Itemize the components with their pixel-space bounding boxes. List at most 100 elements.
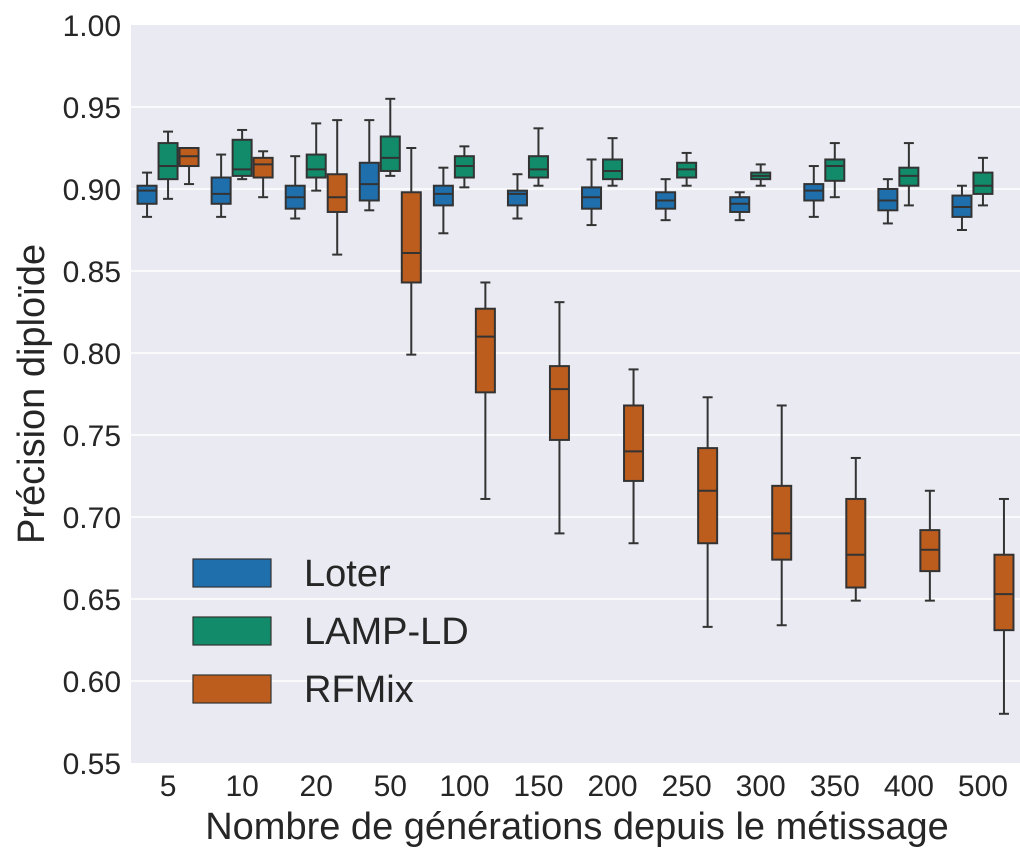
box-body	[506, 189, 528, 207]
box-rfmix-300	[771, 404, 793, 627]
y-tick-label: 0.95	[63, 92, 121, 125]
box-loter-5	[136, 171, 158, 218]
plot-area-background	[131, 25, 1020, 763]
box-rfmix-5	[178, 147, 200, 186]
x-tick-label: 100	[439, 770, 489, 803]
legend-swatch	[192, 616, 272, 646]
x-tick-label: 500	[958, 770, 1008, 803]
legend-label: Loter	[304, 553, 391, 595]
box-rfmix-100	[474, 281, 496, 500]
box-lamp-ld-20	[305, 122, 327, 192]
x-tick-label: 300	[736, 770, 786, 803]
y-tick-labels: 1.00 0.95 0.90 0.85 0.80 0.75 0.70 0.65 0.60 0.55	[63, 10, 121, 781]
x-tick-label: 400	[884, 770, 934, 803]
box-rfmix-20	[326, 119, 348, 256]
box-body	[771, 484, 793, 561]
gridlines	[131, 106, 1020, 682]
box-rfmix-150	[548, 301, 570, 535]
box-lamp-ld-250	[676, 151, 698, 187]
box-body	[358, 161, 380, 202]
box-body	[824, 158, 846, 182]
y-tick-label: 0.85	[63, 256, 121, 289]
box-body	[231, 138, 253, 177]
y-tick-label: 0.70	[63, 502, 121, 535]
legend-swatch	[192, 558, 272, 588]
x-tick-label: 200	[588, 770, 638, 803]
box-rfmix-250	[697, 396, 719, 628]
box-body	[157, 142, 179, 181]
legend-label: LAMP-LD	[304, 611, 469, 653]
box-lamp-ld-300	[750, 163, 772, 187]
box-body	[993, 553, 1015, 632]
box-loter-400	[877, 178, 899, 225]
box-body	[432, 184, 454, 207]
box-loter-10	[210, 153, 232, 218]
box-loter-50	[358, 119, 380, 212]
y-tick-label: 0.75	[63, 420, 121, 453]
x-tick-label: 5	[160, 770, 177, 803]
box-body	[697, 447, 719, 545]
x-tick-label: 10	[225, 770, 258, 803]
x-tick-label: 50	[374, 770, 407, 803]
y-tick-label: 0.65	[63, 584, 121, 617]
box-lamp-ld-150	[527, 127, 549, 187]
x-tick-label: 20	[300, 770, 333, 803]
box-body	[845, 497, 867, 589]
y-tick-label: 0.55	[63, 748, 121, 781]
box-loter-350	[803, 165, 825, 218]
boxes	[136, 97, 1015, 715]
box-body	[400, 191, 422, 284]
box-body	[474, 307, 496, 394]
box-lamp-ld-5	[157, 130, 179, 200]
box-lamp-ld-500	[972, 156, 994, 207]
box-body	[136, 184, 158, 205]
box-lamp-ld-50	[379, 97, 401, 177]
y-axis-label: Précision diploïde	[11, 244, 53, 544]
box-body	[252, 156, 274, 179]
box-loter-500	[951, 184, 973, 231]
box-body	[379, 135, 401, 172]
x-axis-label: Nombre de générations depuis le métissag…	[205, 806, 949, 848]
y-tick-label: 0.90	[63, 174, 121, 207]
box-loter-150	[506, 173, 528, 220]
box-lamp-ld-400	[898, 142, 920, 207]
box-lamp-ld-10	[231, 128, 253, 181]
box-loter-200	[581, 158, 603, 227]
box-loter-250	[655, 178, 677, 222]
box-rfmix-50	[400, 147, 422, 356]
x-tick-label: 350	[810, 770, 860, 803]
box-body	[623, 404, 645, 482]
legend: Loter LAMP-LD RFMix	[192, 553, 469, 711]
y-tick-label: 0.60	[63, 666, 121, 699]
legend-label: RFMix	[304, 669, 414, 711]
box-rfmix-200	[623, 368, 645, 545]
x-tick-labels: 5 10 20 50 100 150 200 250 300 350 400 500	[160, 770, 1008, 803]
legend-item: Loter	[192, 553, 391, 595]
box-loter-100	[432, 166, 454, 235]
box-body	[803, 183, 825, 202]
box-loter-20	[284, 155, 306, 220]
box-body	[326, 173, 348, 213]
x-tick-label: 150	[513, 770, 563, 803]
box-body	[210, 176, 232, 205]
legend-item: RFMix	[192, 669, 414, 711]
box-rfmix-10	[252, 150, 274, 199]
box-rfmix-350	[845, 456, 867, 602]
legend-item: LAMP-LD	[192, 611, 469, 653]
box-lamp-ld-200	[602, 137, 624, 187]
box-body	[548, 365, 570, 441]
x-tick-label: 250	[662, 770, 712, 803]
box-body	[602, 158, 624, 181]
box-body	[305, 153, 327, 179]
box-body	[527, 155, 549, 179]
y-tick-label: 1.00	[63, 10, 121, 43]
legend-swatch	[192, 674, 272, 704]
box-lamp-ld-350	[824, 142, 846, 199]
y-tick-label: 0.80	[63, 338, 121, 371]
box-rfmix-500	[993, 497, 1015, 715]
box-body	[972, 171, 994, 195]
box-rfmix-400	[919, 489, 941, 602]
box-lamp-ld-100	[453, 145, 475, 189]
box-loter-300	[729, 191, 751, 222]
